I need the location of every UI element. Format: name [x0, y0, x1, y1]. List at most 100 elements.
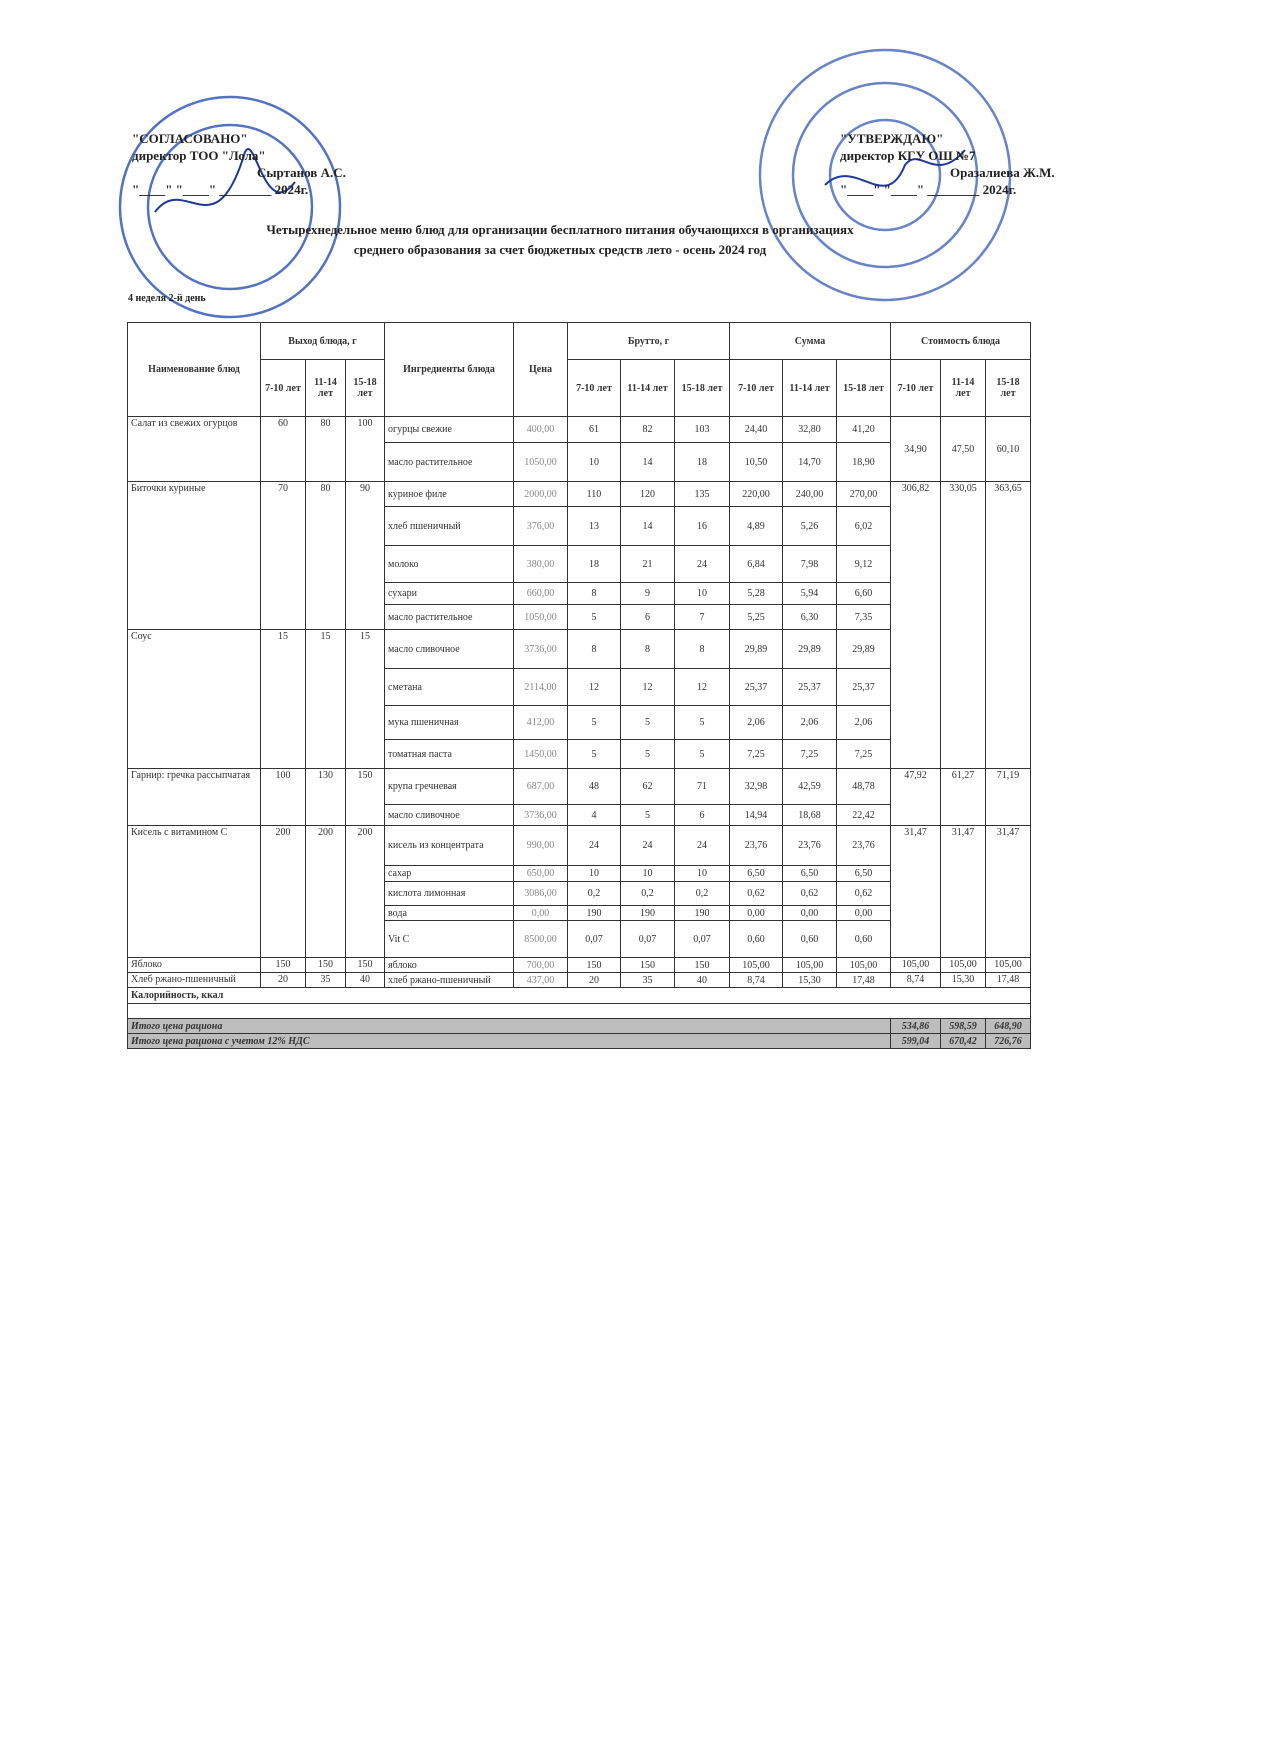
dish-cost: 61,27 — [940, 768, 986, 826]
approval-right-position: директор КГУ ОШ №7 — [840, 148, 976, 163]
total-row: Итого цена рациона 534,86 598,59 648,90 — [127, 1018, 1031, 1034]
table-row: Гарнир: гречка рассыпчатая 100 130 150 крупа… — [127, 768, 1031, 826]
ingredient-brutto: 0,07 — [620, 920, 675, 958]
dish-output: 35 — [305, 972, 346, 988]
ingredient-sum: 6,50 — [729, 865, 783, 882]
ingredient-brutto: 6 — [620, 604, 675, 630]
dish-output: 130 — [305, 768, 346, 826]
ingredient-brutto: 10 — [620, 865, 675, 882]
ingredient-brutto: 103 — [674, 416, 730, 443]
dish-output: 200 — [345, 825, 385, 958]
dish-name: Салат из свежих огурцов — [127, 416, 261, 482]
total-value: 648,90 — [985, 1018, 1031, 1034]
ingredient-brutto: 0,07 — [674, 920, 730, 958]
ingredient-sum: 18,90 — [836, 442, 891, 482]
ingredient-sum: 0,00 — [729, 905, 783, 921]
stamp-right-icon — [758, 48, 1012, 302]
total-value: 534,86 — [890, 1018, 941, 1034]
ingredient-sum: 240,00 — [782, 481, 837, 507]
title-line-1: Четырехнедельное меню блюд для организац… — [266, 222, 854, 237]
approval-left-name: Сыртанов А.С. — [257, 165, 346, 180]
ingredient-sum: 0,60 — [782, 920, 837, 958]
ingredient-brutto: 9 — [620, 582, 675, 605]
ingredient-sum: 220,00 — [729, 481, 783, 507]
ingredient-sum: 42,59 — [782, 768, 837, 805]
ingredient-brutto: 150 — [620, 957, 675, 973]
stamp-left-icon — [118, 95, 342, 319]
ingredient-name: огурцы свежие — [384, 416, 514, 443]
header-cost-age: 7-10 лет — [890, 359, 941, 417]
ingredient-sum: 7,35 — [836, 604, 891, 630]
ingredient-sum: 7,25 — [729, 739, 783, 769]
dish-name: Соус — [127, 629, 261, 769]
dish-output: 150 — [345, 957, 385, 973]
total-value: 670,42 — [940, 1033, 986, 1049]
ingredient-sum: 7,25 — [782, 739, 837, 769]
ingredient-sum: 0,00 — [782, 905, 837, 921]
table-row: сухари 660,00 8 9 10 5,28 5,94 6,60 — [128, 582, 1031, 605]
ingredient-brutto: 8 — [567, 629, 621, 669]
ingredient-sum: 2,06 — [729, 705, 783, 740]
dish-cost: 330,05 — [940, 481, 986, 769]
ingredient-brutto: 5 — [567, 705, 621, 740]
ingredient-sum: 9,12 — [836, 545, 891, 583]
ingredient-name: сахар — [384, 865, 514, 882]
ingredient-sum: 6,30 — [782, 604, 837, 630]
table-row: масло растительное 1050,00 5 6 7 5,25 6,30 7,35 — [128, 604, 1031, 630]
ingredient-price: 2114,00 — [513, 668, 568, 706]
ingredient-name: яблоко — [384, 957, 514, 973]
ingredient-brutto: 18 — [674, 442, 730, 482]
ingredient-sum: 25,37 — [836, 668, 891, 706]
table-row: Салат из свежих огурцов 60 80 100 огурцы све… — [127, 416, 1031, 482]
ingredient-sum: 8,74 — [729, 972, 783, 988]
ingredient-sum: 2,06 — [782, 705, 837, 740]
dish-cost: 47,92 — [890, 768, 941, 826]
dish-output: 80 — [305, 416, 346, 482]
ingredient-brutto: 110 — [567, 481, 621, 507]
ingredient-brutto: 62 — [620, 768, 675, 805]
header-cost-age: 11-14 лет — [940, 359, 986, 417]
dish-output: 150 — [260, 957, 306, 973]
total-value: 599,04 — [890, 1033, 941, 1049]
menu-table: Наименование блюд Выход блюда, г Ингреди… — [127, 322, 1031, 1049]
table-row: Кисель с витамином С 200 200 200 кисель из к… — [127, 825, 1031, 958]
total-label: Итого цена рациона с учетом 12% НДС — [127, 1033, 891, 1049]
ingredient-sum: 22,42 — [836, 804, 891, 826]
ingredient-sum: 17,48 — [836, 972, 891, 988]
ingredient-price: 650,00 — [513, 865, 568, 882]
ingredient-brutto: 0,07 — [567, 920, 621, 958]
approval-left-position: директор ТОО "Лола" — [132, 148, 266, 163]
ingredient-brutto: 6 — [674, 804, 730, 826]
dish-name: Биточки куриные — [127, 481, 261, 630]
dish-cost: 105,00 — [985, 957, 1031, 973]
header-cost-age: 15-18 лет — [985, 359, 1031, 417]
approval-right: "УТВЕРЖДАЮ" директор КГУ ОШ №7 Оразалиев… — [840, 130, 1055, 198]
ingredient-brutto: 8 — [674, 629, 730, 669]
ingredient-brutto: 5 — [567, 739, 621, 769]
approval-right-name: Оразалиева Ж.М. — [950, 165, 1055, 180]
ingredient-brutto: 190 — [620, 905, 675, 921]
dish-output: 150 — [305, 957, 346, 973]
dish-name: Гарнир: гречка рассыпчатая — [127, 768, 261, 826]
ingredient-brutto: 16 — [674, 506, 730, 546]
blank-row — [127, 1003, 1031, 1019]
dish-cost: 105,00 — [890, 957, 941, 973]
ingredient-brutto: 7 — [674, 604, 730, 630]
ingredient-brutto: 12 — [567, 668, 621, 706]
header-sum: Сумма — [729, 322, 891, 360]
ingredient-price: 1050,00 — [513, 442, 568, 482]
dish-output: 70 — [260, 481, 306, 630]
ingredient-sum: 0,00 — [836, 905, 891, 921]
ingredient-brutto: 40 — [674, 972, 730, 988]
ingredient-brutto: 135 — [674, 481, 730, 507]
ingredient-price: 8500,00 — [513, 920, 568, 958]
ingredient-sum: 5,94 — [782, 582, 837, 605]
dish-output: 100 — [260, 768, 306, 826]
table-row: масло растительное 1050,00 10 14 18 10,50 14,7… — [128, 442, 1031, 482]
ingredient-name: масло сливочное — [384, 629, 514, 669]
ingredient-name: масло растительное — [384, 442, 514, 482]
ingredient-name: крупа гречневая — [384, 768, 514, 805]
ingredient-brutto: 35 — [620, 972, 675, 988]
ingredient-sum: 32,80 — [782, 416, 837, 443]
dish-output: 150 — [345, 768, 385, 826]
